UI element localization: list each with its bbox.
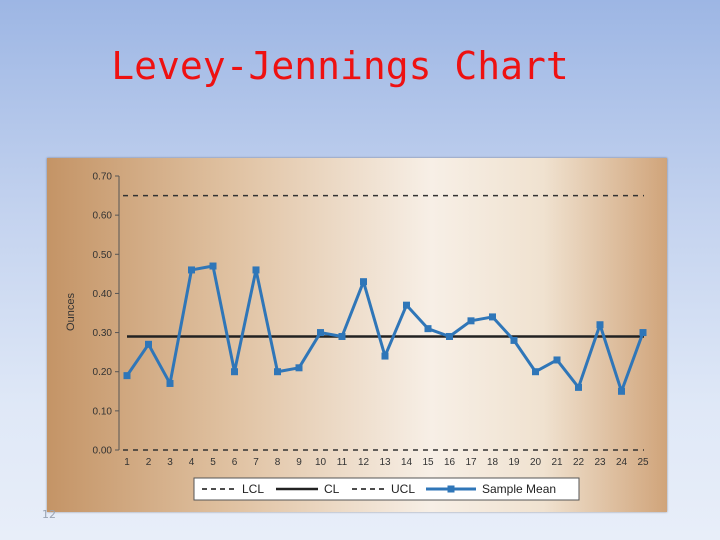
slide-title: Levey-Jennings Chart [111, 44, 569, 88]
x-tick-label: 22 [573, 457, 585, 468]
x-tick-label: 20 [530, 457, 542, 468]
data-point [145, 340, 152, 348]
x-tick-label: 12 [358, 457, 370, 468]
x-tick-label: 14 [401, 457, 413, 468]
data-point [467, 317, 475, 325]
data-point [510, 336, 518, 344]
data-point [553, 356, 561, 364]
x-tick-label: 19 [508, 457, 520, 468]
x-tick-label: 18 [487, 457, 499, 468]
x-tick-label: 7 [253, 457, 259, 468]
data-point [317, 329, 324, 337]
x-tick-label: 1 [124, 457, 130, 468]
x-tick-label: 15 [422, 457, 434, 468]
data-point [252, 266, 260, 274]
legend-label: CL [324, 482, 340, 496]
x-tick-label: 23 [594, 457, 606, 468]
x-tick-label: 4 [189, 457, 195, 468]
y-tick-label: 0.40 [93, 289, 113, 300]
x-tick-label: 10 [315, 457, 327, 468]
y-tick-label: 0.50 [93, 250, 113, 261]
x-tick-label: 5 [210, 457, 216, 468]
chart-panel: 0.00 0.10 0.20 0.30 0.40 0.50 0.60 0.70 1 2 3 4 5 6 7 8… [47, 158, 667, 512]
data-point [381, 352, 389, 360]
data-point [166, 379, 174, 387]
y-tick-label: 0.60 [93, 211, 113, 222]
legend-label: UCL [391, 482, 415, 496]
data-point [596, 321, 604, 329]
legend-label: Sample Mean [482, 482, 556, 496]
data-point [532, 368, 539, 376]
y-tick-label: 0.20 [93, 367, 113, 378]
data-point [209, 262, 217, 270]
data-point [338, 332, 346, 340]
x-tick-label: 11 [337, 457, 348, 468]
y-tick-label: 0.00 [93, 446, 113, 457]
x-tick-label: 16 [444, 457, 456, 468]
data-point [403, 301, 410, 309]
data-point [446, 332, 453, 340]
x-tick-label: 17 [465, 457, 477, 468]
levey-jennings-chart: 0.000.100.200.300.400.500.600.701 2 3 4 5 6 7 8… [65, 172, 649, 501]
legend-marker-sample-mean [447, 485, 455, 493]
x-tick-label: 2 [146, 457, 152, 468]
series-line-sample-mean [125, 264, 645, 393]
legend-box [193, 477, 580, 501]
x-tick-label: 3 [167, 457, 173, 468]
data-point [424, 325, 432, 333]
x-tick-label: 21 [551, 457, 563, 468]
data-point [360, 278, 367, 286]
x-tick-label: 25 [637, 457, 649, 468]
control-lines [123, 194, 644, 451]
data-point [489, 313, 496, 321]
y-axis-label: Ounces [65, 293, 77, 331]
chart-legend: LCL CL UCL Sample Mean [193, 477, 580, 501]
data-point [639, 329, 647, 337]
y-tick-label: 0.10 [93, 406, 113, 417]
x-tick-label: 8 [275, 457, 281, 468]
data-point [123, 372, 131, 380]
data-point [575, 383, 582, 391]
chart-ticks: 0.000.100.200.300.400.500.600.701 2 3 4 5 6 7 8… [93, 172, 649, 469]
data-point [295, 364, 303, 372]
data-point [231, 368, 238, 376]
x-tick-label: 13 [379, 457, 391, 468]
y-tick-label: 0.70 [93, 172, 113, 183]
y-tick-label: 0.30 [93, 328, 113, 339]
data-point [274, 368, 281, 376]
series-sample-mean [123, 262, 647, 395]
data-point [188, 266, 195, 274]
x-tick-label: 6 [232, 457, 238, 468]
page-number: 12 [42, 508, 56, 521]
x-tick-label: 24 [616, 457, 628, 468]
x-tick-label: 9 [296, 457, 302, 468]
legend-label: LCL [242, 482, 264, 496]
data-point [618, 387, 625, 395]
